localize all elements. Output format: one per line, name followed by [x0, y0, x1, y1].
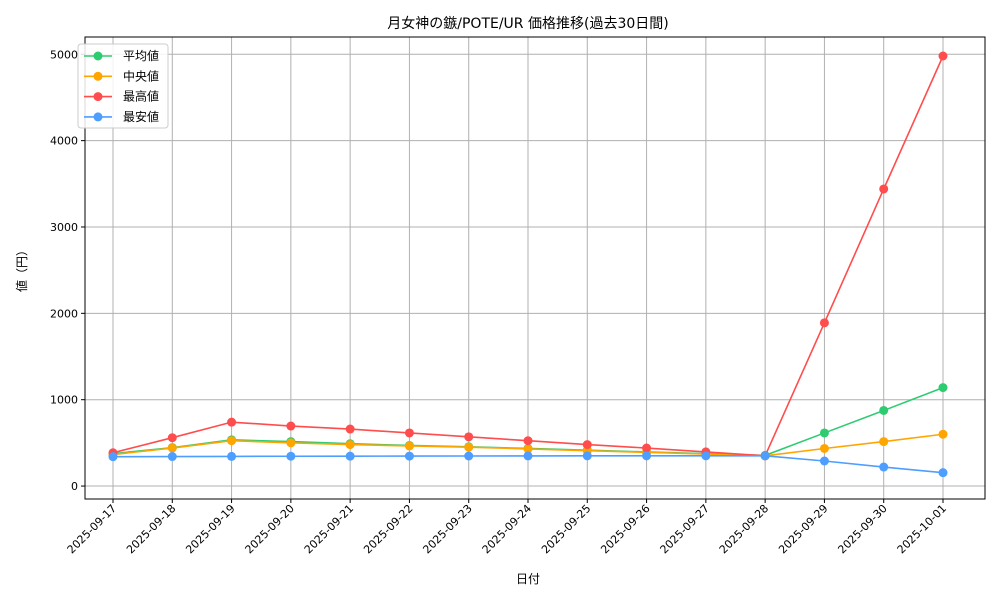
- y-tick-label: 4000: [50, 135, 78, 148]
- legend-label: 最高値: [123, 89, 159, 104]
- x-tick-label: 2025-09-19: [183, 502, 237, 556]
- data-point: [167, 433, 177, 443]
- data-point: [404, 428, 414, 438]
- data-point: [523, 436, 533, 446]
- y-tick-label: 5000: [50, 48, 78, 61]
- x-tick-label: 2025-09-22: [361, 502, 415, 556]
- x-tick-label: 2025-09-17: [65, 502, 119, 556]
- data-point: [819, 456, 829, 466]
- data-point: [938, 383, 948, 393]
- data-point: [464, 442, 474, 452]
- data-point: [286, 438, 296, 448]
- data-point: [938, 51, 948, 61]
- data-point: [345, 451, 355, 461]
- x-tick-label: 2025-09-18: [124, 502, 178, 556]
- data-point: [227, 451, 237, 461]
- y-tick-label: 0: [71, 480, 78, 493]
- data-point: [642, 451, 652, 461]
- data-point: [879, 462, 889, 472]
- data-point: [464, 432, 474, 442]
- data-point: [108, 452, 118, 462]
- data-point: [642, 443, 652, 453]
- x-tick-label: 2025-09-28: [717, 502, 771, 556]
- x-tick-label: 2025-09-27: [658, 502, 712, 556]
- data-point: [404, 451, 414, 461]
- data-point: [938, 468, 948, 478]
- legend-label: 中央値: [123, 68, 159, 83]
- x-tick-label: 2025-09-29: [776, 502, 830, 556]
- data-point: [879, 437, 889, 447]
- x-tick-label: 2025-09-23: [420, 502, 474, 556]
- data-point: [167, 452, 177, 462]
- data-point: [345, 424, 355, 434]
- legend-marker: [93, 92, 103, 102]
- data-point: [819, 443, 829, 453]
- legend-label: 平均値: [123, 48, 159, 63]
- x-tick-label: 2025-09-30: [835, 502, 889, 556]
- legend-box: [77, 43, 169, 129]
- data-point: [879, 405, 889, 415]
- data-point: [760, 451, 770, 461]
- x-tick-label: 2025-09-24: [480, 502, 534, 556]
- data-point: [582, 451, 592, 461]
- data-point: [523, 451, 533, 461]
- data-point: [464, 451, 474, 461]
- legend-label: 最安値: [123, 109, 159, 124]
- x-tick-label: 2025-09-26: [598, 502, 652, 556]
- legend-marker: [93, 51, 103, 61]
- data-point: [523, 444, 533, 454]
- data-point: [227, 436, 237, 446]
- legend-marker: [93, 71, 103, 81]
- data-point: [819, 318, 829, 328]
- data-point: [582, 440, 592, 450]
- data-point: [345, 440, 355, 450]
- data-point: [167, 443, 177, 453]
- x-tick-label: 2025-09-20: [243, 502, 297, 556]
- y-tick-label: 2000: [50, 307, 78, 320]
- data-point: [819, 428, 829, 438]
- y-tick-label: 1000: [50, 394, 78, 407]
- x-axis-label: 日付: [516, 572, 540, 586]
- x-tick-label: 2025-10-01: [895, 502, 949, 556]
- data-point: [701, 451, 711, 461]
- data-point: [286, 451, 296, 461]
- y-axis-label: 値（円）: [14, 244, 29, 292]
- data-point: [286, 421, 296, 431]
- x-tick-label: 2025-09-21: [302, 502, 356, 556]
- chart-title: 月女神の鏃/POTE/UR 価格推移(過去30日間): [387, 15, 668, 32]
- data-point: [879, 184, 889, 194]
- plot-frame: [84, 36, 986, 500]
- data-point: [227, 417, 237, 427]
- legend-marker: [93, 112, 103, 122]
- data-point: [404, 441, 414, 451]
- x-tick-label: 2025-09-25: [539, 502, 593, 556]
- y-tick-label: 3000: [50, 221, 78, 234]
- data-point: [938, 429, 948, 439]
